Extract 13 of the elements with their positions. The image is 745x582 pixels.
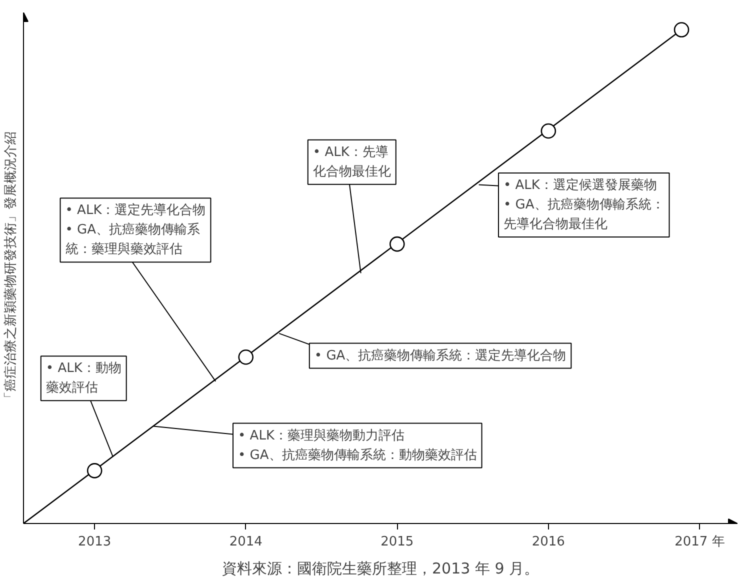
annotation: • ALK：先導化合物最佳化	[312, 144, 391, 180]
annotation: • ALK：選定先導化合物 • GA、抗癌藥物傳輸系統：藥理與藥效評估	[65, 203, 206, 258]
x-tick-label: 2017 年	[674, 534, 725, 550]
x-tick-label: 2016	[532, 534, 565, 550]
annotation: • ALK：選定候選發展藥物 • GA、抗癌藥物傳輸系統：先導化合物最佳化	[503, 178, 664, 232]
x-tick-label: 2014	[229, 534, 262, 550]
annotation: • GA、抗癌藥物傳輸系統：選定先導化合物	[314, 348, 566, 364]
y-axis-title: 「癌症治療之新穎藥物研發技術」發展概況介紹	[4, 132, 18, 404]
x-tick-label: 2013	[78, 534, 112, 550]
annotation: • ALK：藥理與藥物動力評估 • GA、抗癌藥物傳輸系統：動物藥效評估	[238, 428, 477, 463]
annotation: • ALK：動物藥效評估	[46, 361, 122, 396]
source-note: 資料來源：國衛院生藥所整理，2013 年 9 月。	[222, 560, 540, 578]
x-tick-label: 2015	[380, 534, 414, 550]
